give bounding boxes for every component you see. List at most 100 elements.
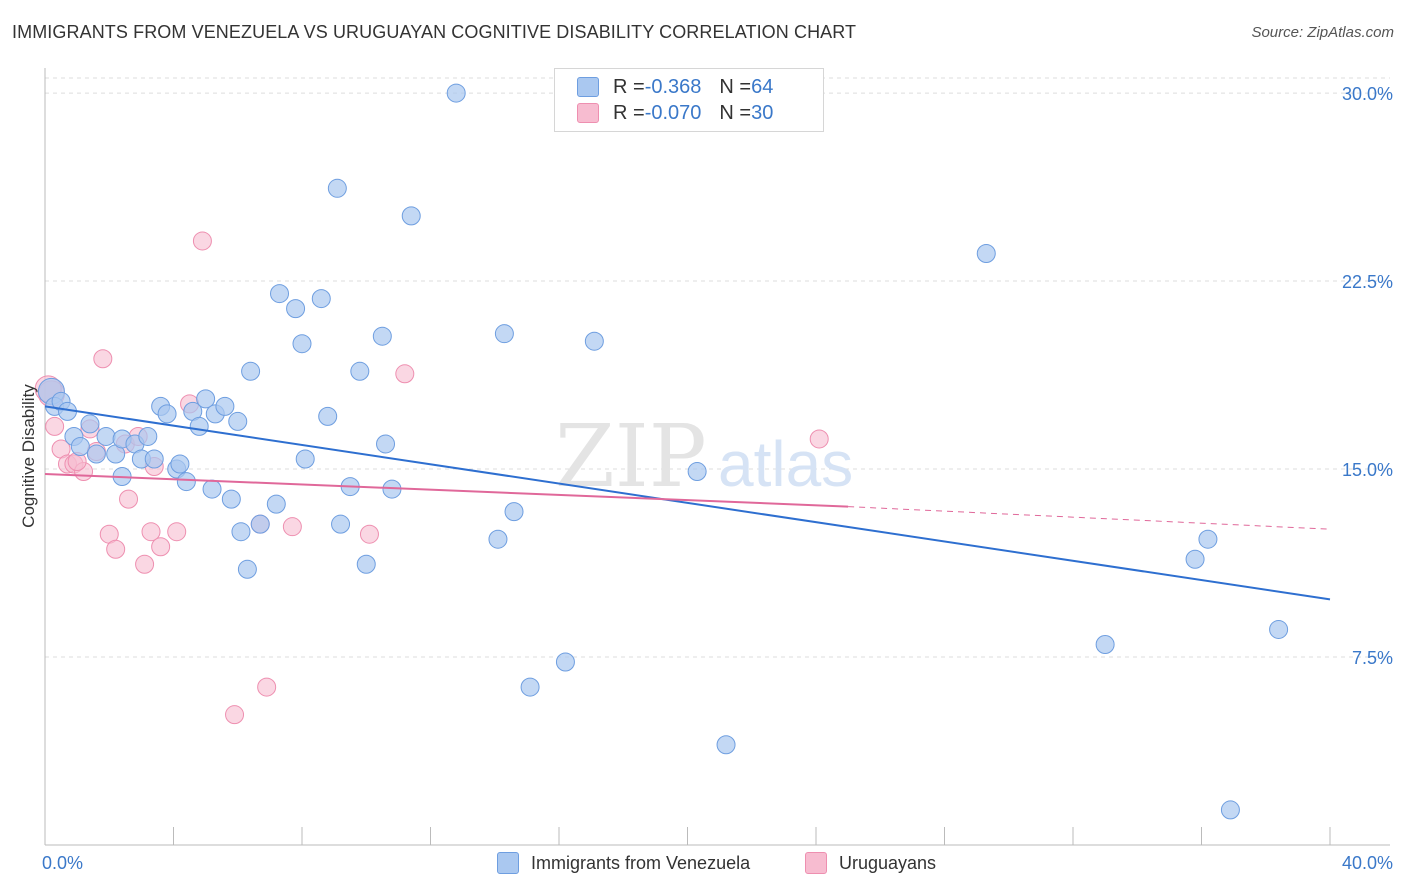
venezuela-point	[157, 404, 177, 424]
legend-r-value: -0.070	[644, 101, 702, 124]
uruguayans-point	[141, 522, 161, 542]
venezuela-point	[250, 514, 270, 534]
legend-swatch-pink	[577, 103, 599, 123]
venezuela-point	[70, 436, 90, 456]
venezuela-point	[202, 479, 222, 499]
venezuela-point	[170, 454, 190, 474]
grid-lines: 7.5% 15.0% 22.5% 30.0%	[45, 77, 1393, 668]
y-tick-label: 22.5%	[1342, 272, 1393, 292]
series-legend-venezuela[interactable]: Immigrants from Venezuela	[497, 852, 750, 874]
venezuela-point	[1095, 634, 1115, 654]
watermark-zip: ZIP	[555, 407, 707, 507]
venezuela-point	[504, 502, 524, 522]
venezuela-point	[350, 361, 370, 381]
uruguayans-point	[45, 416, 65, 436]
venezuela-point	[976, 243, 996, 263]
venezuela-point	[1269, 619, 1289, 639]
venezuela-point	[215, 396, 235, 416]
venezuela-point	[270, 284, 290, 304]
venezuela-point	[716, 735, 736, 755]
zipatlas-watermark: ZIP atlas	[555, 407, 853, 507]
venezuela-point	[86, 444, 106, 464]
watermark-atlas: atlas	[718, 428, 853, 500]
venezuela-point	[80, 414, 100, 434]
legend-n-value: 64	[751, 75, 774, 98]
venezuela-trend-line	[44, 405, 1331, 601]
legend-row-venezuela: R = -0.368 N = 64	[577, 75, 773, 99]
legend-n-label: N =	[719, 75, 752, 98]
uruguayans-trend-line	[44, 473, 849, 508]
venezuela-point	[196, 389, 216, 409]
venezuela-point	[241, 361, 261, 381]
uruguayans-point	[395, 364, 415, 384]
legend-swatch-blue	[577, 77, 599, 97]
venezuela-point	[292, 334, 312, 354]
venezuela-point	[584, 331, 604, 351]
venezuela-point	[295, 449, 315, 469]
series-label-uruguayans: Uruguayans	[839, 852, 937, 873]
legend-row-uruguayans: R = -0.070 N = 30	[577, 101, 773, 125]
venezuela-point	[237, 559, 257, 579]
venezuela-point	[520, 677, 540, 697]
venezuela-point	[286, 299, 306, 319]
chart-title: IMMIGRANTS FROM VENEZUELA VS URUGUAYAN C…	[12, 22, 857, 42]
uruguayans-point	[106, 539, 126, 559]
venezuela-point	[1185, 549, 1205, 569]
venezuela-point	[189, 416, 209, 436]
series-swatch-blue	[497, 852, 519, 874]
series-swatch-pink	[805, 852, 827, 874]
venezuela-point	[228, 411, 248, 431]
venezuela-point	[488, 529, 508, 549]
y-tick-label: 30.0%	[1342, 84, 1393, 104]
venezuela-point	[331, 514, 351, 534]
x-tick-label-max: 40.0%	[1342, 853, 1393, 873]
uruguayans-point	[282, 517, 302, 537]
venezuela-point	[327, 178, 347, 198]
venezuela-point	[401, 206, 421, 226]
venezuela-point	[144, 449, 164, 469]
y-tick-label: 7.5%	[1352, 648, 1393, 668]
venezuela-point	[138, 426, 158, 446]
axes: 0.0% 40.0%	[42, 68, 1393, 873]
uruguayans-point	[93, 349, 113, 369]
uruguayans-point	[135, 554, 155, 574]
uruguayans-points	[34, 231, 829, 725]
legend-r-value: -0.368	[644, 75, 702, 98]
venezuela-point	[266, 494, 286, 514]
venezuela-point	[687, 462, 707, 482]
series-legend-uruguayans[interactable]: Uruguayans	[805, 852, 936, 874]
legend-n-label: N =	[719, 101, 752, 124]
x-tick-label-min: 0.0%	[42, 853, 83, 873]
uruguayans-point	[809, 429, 829, 449]
uruguayans-trend-extension	[848, 506, 1331, 530]
venezuela-point	[221, 489, 241, 509]
series-legend: Immigrants from Venezuela Uruguayans	[0, 852, 1406, 876]
venezuela-point	[1198, 529, 1218, 549]
uruguayans-point	[167, 522, 187, 542]
venezuela-point	[356, 554, 376, 574]
y-tick-label: 15.0%	[1342, 460, 1393, 480]
series-label-venezuela: Immigrants from Venezuela	[531, 852, 751, 873]
venezuela-point	[231, 522, 251, 542]
venezuela-point	[446, 83, 466, 103]
uruguayans-point	[119, 489, 139, 509]
venezuela-points	[37, 83, 1289, 820]
venezuela-point	[176, 472, 196, 492]
uruguayans-point	[257, 677, 277, 697]
venezuela-point	[1220, 800, 1240, 820]
legend-r-label: R =	[613, 101, 645, 124]
legend-n-value: 30	[751, 101, 774, 124]
uruguayans-point	[151, 537, 171, 557]
venezuela-point	[318, 406, 338, 426]
correlation-legend: R = -0.368 N = 64 R = -0.070 N = 30	[554, 68, 824, 132]
venezuela-point	[311, 289, 331, 309]
source-credit: Source: ZipAtlas.com	[1251, 24, 1394, 41]
uruguayans-point	[225, 705, 245, 725]
y-axis-label: Cognitive Disability	[19, 384, 38, 528]
uruguayans-point	[192, 231, 212, 251]
legend-r-label: R =	[613, 75, 645, 98]
venezuela-point	[376, 434, 396, 454]
venezuela-point	[555, 652, 575, 672]
uruguayans-point	[359, 524, 379, 544]
